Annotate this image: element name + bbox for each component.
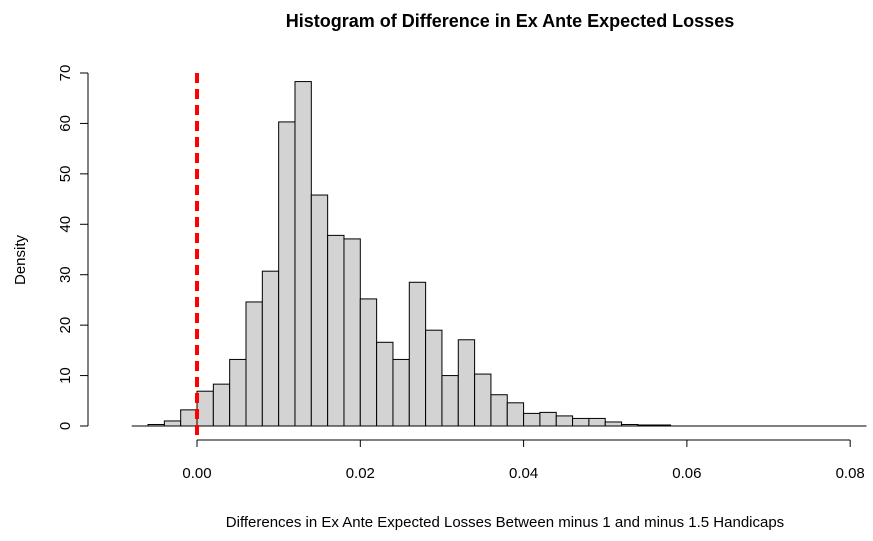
y-tick-label: 50 bbox=[57, 166, 74, 183]
bar bbox=[310, 194, 329, 427]
y-tick-label: 30 bbox=[57, 266, 74, 283]
y-tick-label: 60 bbox=[57, 115, 74, 132]
bar bbox=[163, 420, 182, 427]
bar bbox=[392, 358, 410, 427]
bar bbox=[376, 341, 394, 427]
bar bbox=[359, 298, 378, 427]
bar bbox=[245, 301, 263, 427]
x-axis-label: Differences in Ex Ante Expected Losses B… bbox=[226, 514, 784, 531]
bar bbox=[212, 383, 231, 427]
bar bbox=[572, 417, 590, 427]
chart-title: Histogram of Difference in Ex Ante Expec… bbox=[286, 11, 734, 31]
y-tick-label: 70 bbox=[57, 65, 74, 82]
bar bbox=[604, 421, 623, 427]
bar bbox=[523, 412, 541, 427]
bar bbox=[327, 234, 345, 427]
x-tick-label: 0.00 bbox=[182, 465, 211, 482]
bar bbox=[474, 373, 492, 427]
bar bbox=[278, 121, 296, 427]
y-tick-label: 10 bbox=[57, 367, 74, 384]
bar bbox=[408, 281, 427, 427]
bar bbox=[425, 329, 443, 427]
bar bbox=[343, 238, 361, 427]
bar bbox=[588, 417, 606, 427]
y-tick-label: 0 bbox=[57, 422, 74, 430]
bar bbox=[555, 415, 574, 427]
y-axis-label: Density bbox=[12, 234, 29, 285]
bar bbox=[441, 375, 459, 427]
bar bbox=[294, 81, 312, 427]
bar bbox=[229, 358, 247, 427]
x-tick-label: 0.02 bbox=[346, 465, 375, 482]
x-tick-label: 0.06 bbox=[672, 465, 701, 482]
x-tick-label: 0.04 bbox=[509, 465, 538, 482]
y-tick-label: 40 bbox=[57, 216, 74, 233]
x-tick-label: 0.08 bbox=[836, 465, 865, 482]
bar bbox=[506, 402, 525, 427]
bar bbox=[539, 411, 557, 427]
bar bbox=[457, 339, 476, 427]
bar bbox=[490, 394, 508, 427]
bar bbox=[180, 409, 198, 427]
bar bbox=[261, 270, 280, 427]
y-tick-label: 20 bbox=[57, 317, 74, 334]
bar bbox=[196, 390, 214, 427]
